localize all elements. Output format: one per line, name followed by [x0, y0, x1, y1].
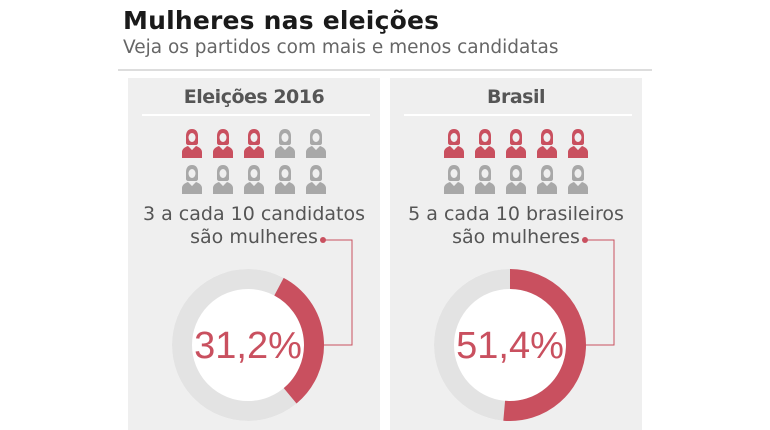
donut-value-arc	[503, 269, 586, 421]
page-subtitle: Veja os partidos com mais e menos candid…	[123, 37, 559, 58]
woman-icon-filled	[244, 129, 264, 158]
woman-icon-gray	[275, 165, 295, 194]
woman-icon-gray	[506, 165, 526, 194]
woman-icon-gray	[182, 165, 202, 194]
women-icon-grid	[390, 128, 642, 194]
panel-divider	[142, 114, 370, 116]
caption-line-1: 5 a cada 10 brasileiros	[408, 203, 624, 225]
donut-chart: 51,4%	[434, 237, 615, 421]
woman-icon-filled	[182, 129, 202, 158]
woman-icon-gray	[568, 165, 588, 194]
panel-brasil: Brasil 5 a cada 10 brasileiros são mulhe…	[390, 78, 642, 430]
donut-background	[434, 269, 586, 421]
woman-icon-gray	[444, 165, 464, 194]
woman-icon-gray	[306, 129, 326, 158]
caption-line-2: são mulheres	[190, 226, 318, 248]
caption: 3 a cada 10 candidatos são mulheres	[128, 203, 380, 249]
page-title: Mulheres nas eleições	[123, 6, 440, 35]
donut-value-label: 31,2%	[194, 325, 302, 367]
woman-icon-gray	[475, 165, 495, 194]
caption-line-1: 3 a cada 10 candidatos	[142, 203, 365, 225]
women-icon-grid	[128, 128, 380, 194]
woman-icon-filled	[213, 129, 233, 158]
caption: 5 a cada 10 brasileiros são mulheres	[390, 203, 642, 249]
connector-line	[586, 239, 615, 346]
panel-eleicoes-2016: Eleições 2016 3 a cada 10 candidatos são…	[128, 78, 380, 430]
woman-icon-filled	[475, 129, 495, 158]
connector-line	[324, 239, 353, 346]
woman-icon-gray	[306, 165, 326, 194]
panel-divider	[404, 114, 632, 116]
header-divider	[118, 69, 652, 71]
panel-title: Eleições 2016	[183, 86, 325, 108]
woman-icon-filled	[444, 129, 464, 158]
donut-value-arc	[273, 277, 324, 404]
woman-icon-filled	[506, 129, 526, 158]
woman-icon-filled	[568, 129, 588, 158]
donut-chart: 31,2%	[172, 237, 353, 421]
panel-title: Brasil	[486, 86, 546, 108]
connector-dot	[320, 237, 326, 243]
woman-icon-gray	[275, 129, 295, 158]
donut-value-label: 51,4%	[456, 325, 564, 367]
woman-icon-gray	[213, 165, 233, 194]
connector-dot	[582, 237, 588, 243]
woman-icon-gray	[244, 165, 264, 194]
donut-background	[172, 269, 324, 421]
woman-icon-filled	[537, 129, 557, 158]
caption-line-2: são mulheres	[452, 226, 580, 248]
woman-icon-gray	[537, 165, 557, 194]
